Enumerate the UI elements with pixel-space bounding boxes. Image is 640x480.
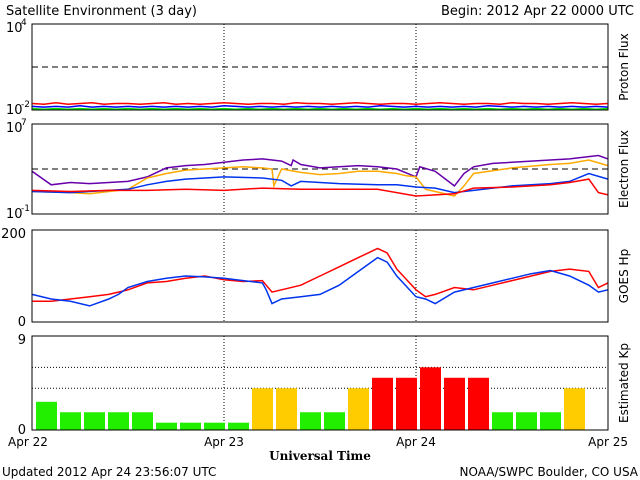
series-line [31,102,609,106]
kp-bar [84,412,105,430]
y-tick-label: 10 [6,207,23,222]
x-axis-title: Universal Time [269,449,371,463]
kp-bar [444,377,465,430]
y-axis-label: GOES Hp [617,249,631,303]
x-tick-label: Apr 23 [204,435,244,449]
y-tick-label: 10 [6,21,23,36]
kp-bar [180,422,201,430]
x-tick-label: Apr 25 [588,435,628,449]
series-line [31,154,609,187]
chart-title: Satellite Environment (3 day) [6,4,197,19]
kp-bar [468,377,489,430]
y-axis-label: Proton Flux [617,33,631,100]
kp-bar [60,412,81,430]
kp-bar [156,422,177,430]
kp-bar [252,388,273,430]
y-tick-label: 0 [18,315,26,330]
y-tick-label: 10 [6,121,23,136]
kp-bar [36,401,57,430]
series-line [31,178,609,197]
series-line [31,172,609,194]
panel-frame [31,123,609,215]
kp-bar [228,422,249,430]
kp-bar [108,412,129,430]
y-tick-label: 0 [18,423,26,438]
series-line [31,104,609,108]
kp-bar [300,412,321,430]
kp-bar [348,388,369,430]
y-tick-label: 9 [18,333,26,348]
kp-bar [540,412,561,430]
y-axis-label: Electron Flux [617,130,631,208]
panel-4: 9 0 Estimated Kp Apr 22 Apr 23 Apr 24 Apr 25 [8,333,631,449]
series-line [32,247,609,303]
series-line [31,159,609,197]
kp-bar [276,388,297,430]
updated-timestamp: Updated 2012 Apr 24 23:56:07 UTC [2,465,216,479]
y-tick-exponent: 4 [21,18,27,28]
kp-bar [516,412,537,430]
kp-bar [204,422,225,430]
y-axis-label: Estimated Kp [617,343,631,423]
kp-bar [372,377,393,430]
y-tick-exponent: 7 [21,118,27,128]
y-tick-label: 10 [6,103,23,118]
series-line [31,107,609,111]
begin-date: Begin: 2012 Apr 22 0000 UTC [441,4,634,19]
panel-frame [31,335,609,431]
x-tick-label: Apr 22 [8,435,48,449]
kp-bar [564,388,585,430]
kp-bar [132,412,153,430]
kp-bar [492,412,513,430]
source-credit: NOAA/SWPC Boulder, CO USA [460,465,639,479]
kp-bar [420,367,441,430]
panel-frame [31,23,609,111]
y-tick-label: 200 [1,227,26,242]
kp-bar [396,377,417,430]
y-tick-exponent: -2 [21,100,30,110]
series-line [31,256,609,307]
y-tick-exponent: -1 [21,204,30,214]
panel-3: 200 0 GOES Hp [1,227,631,330]
kp-bar [324,412,345,430]
panel-frame [31,229,609,323]
x-tick-label: Apr 24 [396,435,436,449]
